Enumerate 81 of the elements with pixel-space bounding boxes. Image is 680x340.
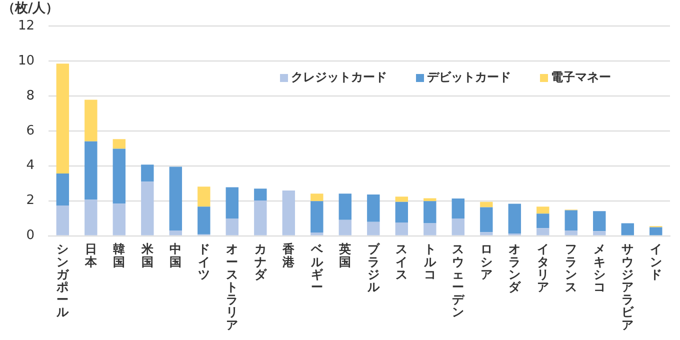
bar [198, 206, 210, 234]
x-tick-label: カナダ [254, 242, 268, 282]
x-tick-label: ベルギー [310, 242, 324, 294]
bar [282, 190, 296, 236]
bar [198, 186, 210, 207]
x-tick-label: ブラジル [366, 242, 380, 294]
x-tick-label: トルコ [422, 242, 437, 282]
y-tick-label: 10 [18, 53, 35, 68]
x-tick-label: 米国 [140, 242, 154, 269]
bar [84, 141, 98, 200]
y-tick-label: 4 [26, 158, 35, 174]
bar [169, 230, 182, 236]
x-tick-label: ドイツ [198, 242, 210, 282]
bar [226, 218, 239, 236]
x-tick-label: サウジアラビア [622, 242, 635, 332]
y-tick-label: 6 [26, 123, 35, 138]
bar [536, 228, 550, 236]
y-axis-title: （枚/人） [2, 0, 59, 16]
legend-label: 電子マネー [551, 70, 611, 84]
bar [650, 227, 662, 236]
bar [395, 222, 408, 236]
bar [254, 200, 267, 236]
bar [480, 202, 493, 208]
bar [56, 174, 70, 206]
bar [338, 194, 352, 220]
x-tick-label: インド [650, 242, 662, 282]
bar [112, 148, 126, 204]
x-tick-label: オランダ [508, 242, 522, 294]
y-tick-label: 8 [26, 88, 35, 104]
bar [310, 232, 324, 236]
bar [56, 64, 70, 174]
bar [395, 202, 408, 223]
bar [480, 232, 493, 236]
bar [424, 198, 436, 202]
bar [621, 223, 634, 236]
bar [424, 201, 436, 224]
bar [367, 222, 380, 236]
bar [141, 164, 154, 182]
bar [169, 166, 182, 231]
bar [480, 207, 493, 232]
bar [508, 204, 521, 234]
x-tick-label: スイス [396, 242, 408, 282]
x-tick-label: フランス [565, 242, 578, 294]
legend-label: クレジットカード [291, 70, 387, 84]
y-tick-label: 12 [18, 18, 35, 34]
bar [367, 194, 380, 222]
x-tick-label: ロシア [480, 242, 492, 282]
bar [564, 210, 578, 231]
x-tick-label: イタリア [536, 242, 549, 294]
y-tick-label: 0 [26, 228, 35, 244]
bar [112, 139, 126, 149]
x-tick-label: スウェーデン [452, 242, 466, 320]
x-tick-label: 香港 [282, 242, 296, 269]
bar [226, 187, 239, 218]
bar [141, 182, 154, 236]
x-tick-label: シンガポール [56, 242, 70, 320]
bar [452, 218, 464, 236]
bar [254, 188, 267, 200]
bar [112, 204, 126, 236]
y-tick-label: 2 [26, 193, 35, 208]
bar [593, 231, 606, 236]
bar [424, 223, 436, 236]
bar [395, 196, 408, 202]
bar [593, 211, 606, 232]
legend-label: デビットカード [427, 70, 511, 84]
x-tick-label: 英国 [338, 242, 352, 269]
x-tick-label: オーストラリア [226, 242, 238, 332]
bar [564, 230, 578, 236]
x-tick-label: 中国 [170, 242, 182, 269]
bar [56, 206, 70, 236]
bar [84, 100, 98, 142]
bar [452, 198, 464, 218]
bar [310, 194, 324, 202]
x-tick-label: 韓国 [113, 242, 126, 269]
x-tick-label: メキシコ [593, 242, 606, 294]
bar [84, 200, 98, 236]
bar [536, 206, 550, 214]
x-tick-label: 日本 [84, 242, 98, 269]
bar [536, 214, 550, 228]
bar [338, 220, 352, 236]
bar [310, 201, 324, 232]
